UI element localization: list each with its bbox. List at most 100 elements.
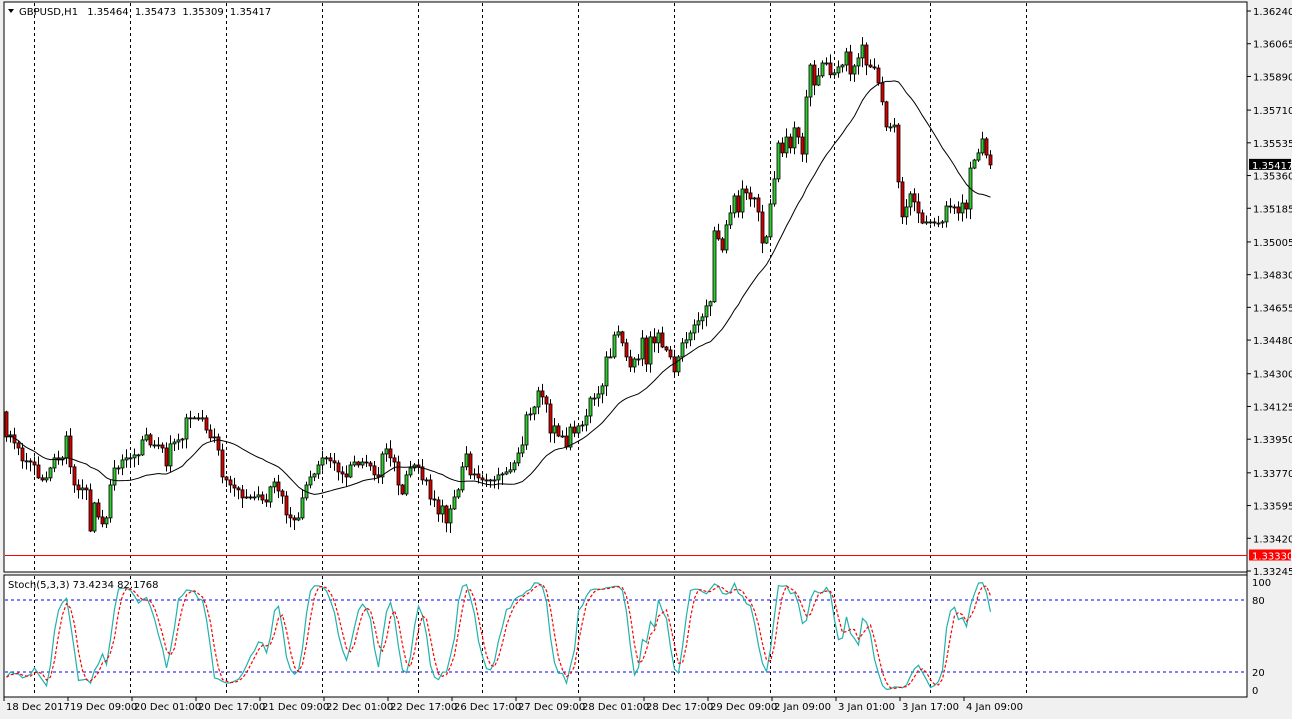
candle <box>456 487 461 499</box>
triangle-down-icon[interactable] <box>8 9 14 13</box>
bull-candle-body <box>568 426 573 448</box>
candle <box>504 467 509 476</box>
candle <box>548 399 553 443</box>
bull-candle-body <box>772 178 777 205</box>
bull-candle-body <box>696 320 701 326</box>
candle <box>552 418 557 444</box>
candle <box>560 430 565 438</box>
candle <box>324 456 329 465</box>
stochastic-pane[interactable] <box>3 574 1248 698</box>
bull-candle-body <box>952 206 957 209</box>
candle <box>956 201 961 221</box>
bear-candle-body <box>280 490 285 497</box>
candle <box>912 188 917 212</box>
bull-candle-body <box>552 425 557 434</box>
bear-candle-body <box>284 495 289 516</box>
candle <box>568 423 573 451</box>
bear-candle-body <box>388 448 393 459</box>
bull-candle-body <box>592 397 597 400</box>
candle <box>208 424 213 442</box>
bear-candle-body <box>652 336 657 344</box>
bear-candle-body <box>96 502 101 518</box>
bull-candle-body <box>108 484 113 519</box>
bear-candle-body <box>868 64 873 68</box>
time-tick-label: 27 Dec 09:00 <box>518 702 585 713</box>
candle <box>40 474 45 482</box>
candle <box>388 440 393 467</box>
candle <box>932 217 937 227</box>
bull-candle-body <box>636 358 641 361</box>
bear-candle-body <box>716 230 721 240</box>
candle <box>172 438 177 451</box>
bull-candle-body <box>116 467 121 470</box>
candle <box>840 63 845 73</box>
candle <box>328 453 333 468</box>
candle <box>572 420 577 438</box>
candle <box>904 199 909 225</box>
bear-candle-body <box>428 479 433 500</box>
bear-candle-body <box>228 479 233 486</box>
candle <box>496 467 501 490</box>
candle <box>892 117 897 133</box>
time-tick-label: 4 Jan 09:00 <box>966 702 1023 713</box>
ohlc-low: 1.35309 <box>182 7 223 18</box>
bear-candle-body <box>28 460 33 463</box>
time-tick-label: 3 Jan 01:00 <box>838 702 895 713</box>
stoch-level-0: 0 <box>1252 686 1258 697</box>
bull-candle-body <box>504 471 509 475</box>
bull-candle-body <box>384 448 389 455</box>
price-pane[interactable] <box>3 1 1248 573</box>
bull-candle-body <box>312 473 317 478</box>
candle <box>376 467 381 484</box>
candle <box>884 100 889 132</box>
candle <box>828 54 833 79</box>
bear-candle-body <box>336 462 341 473</box>
candle <box>780 137 785 158</box>
candle <box>640 330 645 367</box>
bull-candle-body <box>616 331 621 336</box>
bull-candle-body <box>52 457 57 469</box>
candle <box>752 196 757 208</box>
candle <box>868 59 873 69</box>
candle <box>972 158 977 170</box>
bear-candle-body <box>204 417 209 431</box>
bear-candle-body <box>276 481 281 492</box>
bear-candle-body <box>876 67 881 84</box>
candle <box>516 447 521 467</box>
bull-candle-body <box>244 496 249 499</box>
bull-candle-body <box>960 202 965 214</box>
candle <box>620 330 625 347</box>
bull-candle-body <box>836 66 841 74</box>
candle <box>688 330 693 347</box>
bull-candle-body <box>856 57 861 67</box>
candle <box>444 504 449 533</box>
candle <box>284 491 289 524</box>
bear-candle-body <box>540 390 545 398</box>
candle <box>512 460 517 473</box>
bear-candle-body <box>292 517 297 521</box>
bull-candle-body <box>732 195 737 214</box>
candle <box>900 177 905 224</box>
bull-candle-body <box>128 457 133 460</box>
bull-candle-body <box>980 138 985 154</box>
candle <box>848 44 853 82</box>
bear-candle-body <box>16 442 21 449</box>
bear-candle-body <box>400 484 405 495</box>
bear-candle-body <box>848 51 853 75</box>
bear-candle-body <box>744 188 749 194</box>
bear-candle-body <box>720 238 725 251</box>
bear-candle-body <box>432 498 437 501</box>
bull-candle-body <box>300 497 305 519</box>
candle <box>636 354 641 366</box>
candle <box>528 407 533 421</box>
candle <box>240 484 245 508</box>
candle <box>344 465 349 488</box>
bull-candle-body <box>484 479 489 482</box>
bear-candle-body <box>420 466 425 481</box>
price-tick-label: 1.34125 <box>1253 402 1292 413</box>
candle <box>616 325 621 338</box>
candle <box>36 456 41 480</box>
candle <box>624 338 629 362</box>
bear-candle-body <box>148 434 153 446</box>
